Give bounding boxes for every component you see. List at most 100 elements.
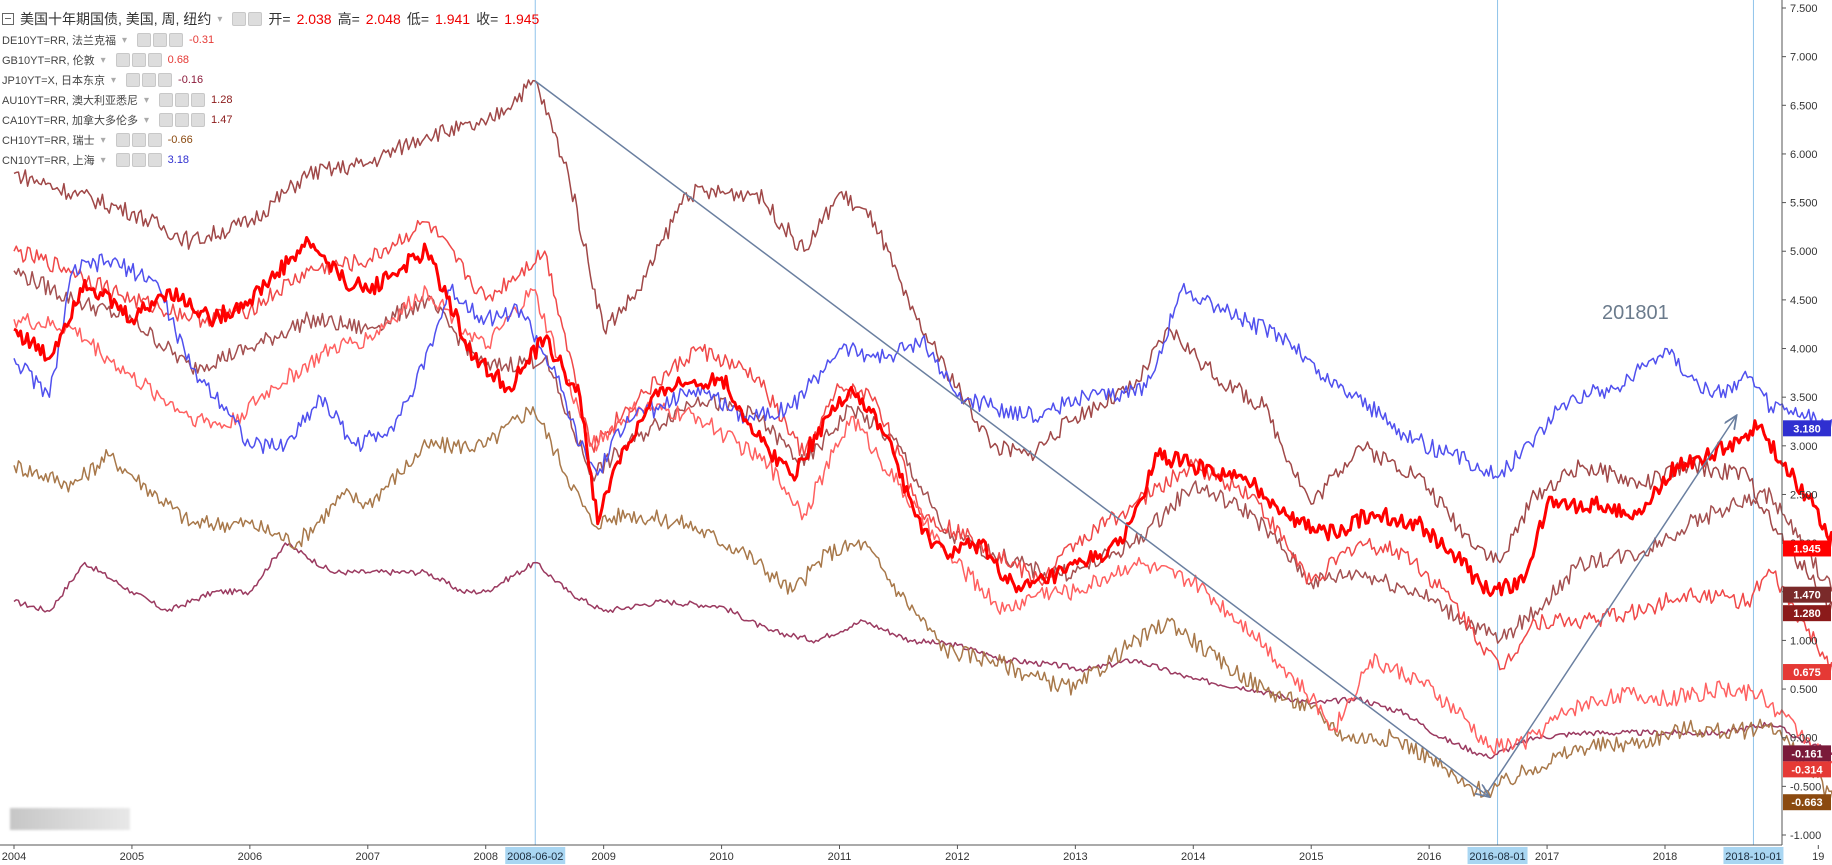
legend-item[interactable]: DE10YT=RR, 法兰克福 ▾ -0.31 — [2, 30, 539, 50]
series-gb — [13, 219, 1832, 672]
close-icon[interactable] — [191, 93, 206, 107]
high-label: 高= — [337, 11, 360, 27]
legend-item-symbol: AU10YT=RR, 澳大利亚悉尼 — [2, 95, 138, 107]
eye-icon[interactable] — [159, 113, 174, 127]
highlight-date-box — [1467, 847, 1528, 864]
series-ch — [13, 406, 1832, 799]
y-tick-label: 1.000 — [1790, 635, 1818, 647]
eye-icon[interactable] — [137, 33, 152, 47]
legend-item-value: -0.66 — [167, 134, 193, 146]
legend-item-value: 3.18 — [167, 154, 190, 166]
settings-icon[interactable] — [142, 73, 157, 87]
last-value-badge — [1783, 794, 1831, 811]
eye-icon[interactable] — [232, 12, 247, 26]
x-tick-label: 2017 — [1535, 851, 1559, 863]
legend-item[interactable]: AU10YT=RR, 澳大利亚悉尼 ▾ 1.28 — [2, 90, 539, 110]
highlight-date-box — [505, 847, 566, 864]
high-value: 2.048 — [365, 11, 401, 27]
settings-icon[interactable] — [175, 93, 190, 107]
chevron-down-icon[interactable]: ▾ — [122, 34, 128, 46]
last-value-badge — [1783, 745, 1831, 762]
series-de — [13, 285, 1832, 766]
y-tick-label: 7.500 — [1790, 3, 1818, 15]
legend-item[interactable]: CA10YT=RR, 加拿大多伦多 ▾ 1.47 — [2, 110, 539, 130]
collapse-icon[interactable] — [2, 13, 14, 25]
close-label: 收= — [476, 11, 499, 27]
close-icon[interactable] — [158, 73, 173, 87]
legend-item-buttons — [159, 93, 206, 107]
legend-item[interactable]: JP10YT=X, 日本东京 ▾ -0.16 — [2, 70, 539, 90]
legend: 美国十年期国债, 美国, 周, 纽约 ▾ 开= 2.038 高= 2.048 低= 1… — [2, 8, 539, 170]
x-tick-label: 2015 — [1299, 851, 1323, 863]
legend-main-row: 美国十年期国债, 美国, 周, 纽约 ▾ 开= 2.038 高= 2.048 低= 1… — [2, 8, 539, 30]
last-value-label: -0.314 — [1791, 764, 1823, 776]
x-tick-label: 2012 — [945, 851, 969, 863]
eye-icon[interactable] — [159, 93, 174, 107]
chevron-down-icon[interactable]: ▾ — [111, 74, 117, 86]
chevron-down-icon[interactable]: ▾ — [100, 134, 106, 146]
close-icon[interactable] — [147, 133, 162, 147]
settings-icon[interactable] — [175, 113, 190, 127]
chevron-down-icon[interactable]: ▾ — [100, 54, 106, 66]
settings-icon[interactable] — [131, 133, 146, 147]
settings-icon[interactable] — [131, 153, 146, 167]
y-tick-label: 6.500 — [1790, 100, 1818, 112]
close-icon[interactable] — [191, 113, 206, 127]
y-tick-label: 5.500 — [1790, 198, 1818, 210]
legend-item[interactable]: GB10YT=RR, 伦敦 ▾ 0.68 — [2, 50, 539, 70]
legend-item-symbol: CH10YT=RR, 瑞士 — [2, 135, 95, 147]
last-value-label: 3.180 — [1793, 423, 1821, 435]
series-us — [13, 236, 1832, 597]
x-tick-label: 2018 — [1653, 851, 1677, 863]
eye-icon[interactable] — [115, 53, 130, 67]
x-tick-label: 2010 — [709, 851, 733, 863]
last-value-badges: 3.180 1.945 1.470 1.280 0.675 -0.161 -0.314 -0.… — [1783, 420, 1831, 811]
legend-item-value: -0.31 — [189, 34, 215, 46]
open-label: 开= — [268, 11, 291, 27]
series-jp — [13, 542, 1832, 760]
last-value-badge — [1783, 761, 1831, 778]
legend-item-symbol: JP10YT=X, 日本东京 — [2, 75, 106, 87]
legend-item-buttons — [126, 73, 173, 87]
legend-item-value: -0.16 — [178, 74, 204, 86]
last-value-badge — [1783, 586, 1831, 603]
eye-icon[interactable] — [126, 73, 141, 87]
close-icon[interactable] — [169, 33, 184, 47]
legend-item[interactable]: CN10YT=RR, 上海 ▾ 3.18 — [2, 150, 539, 170]
y-tick-label: 4.500 — [1790, 295, 1818, 307]
x-tick-label: 19 — [1812, 851, 1824, 863]
chevron-down-icon[interactable]: ▾ — [100, 154, 106, 166]
last-value-badge — [1783, 664, 1831, 681]
highlight-date-box — [1723, 847, 1784, 864]
y-tick-label: 3.000 — [1790, 441, 1818, 453]
x-tick-label: 2016 — [1417, 851, 1441, 863]
chevron-down-icon[interactable]: ▾ — [217, 13, 223, 25]
x-tick-label: 2011 — [828, 851, 852, 863]
eye-icon[interactable] — [115, 133, 130, 147]
close-icon[interactable] — [147, 153, 162, 167]
legend-item-buttons — [115, 153, 162, 167]
legend-item[interactable]: CH10YT=RR, 瑞士 ▾ -0.66 — [2, 130, 539, 150]
settings-icon[interactable] — [248, 12, 263, 26]
chevron-down-icon[interactable]: ▾ — [144, 114, 150, 126]
settings-icon[interactable] — [131, 53, 146, 67]
y-tick-label: 0.000 — [1790, 733, 1818, 745]
y-tick-label: 0.500 — [1790, 684, 1818, 696]
chevron-down-icon[interactable]: ▾ — [144, 94, 150, 106]
last-value-badge — [1783, 420, 1831, 437]
close-icon[interactable] — [147, 53, 162, 67]
eye-icon[interactable] — [115, 153, 130, 167]
legend-item-buttons — [137, 33, 184, 47]
y-tick-label: 2.500 — [1790, 489, 1818, 501]
y-tick-label: 4.000 — [1790, 344, 1818, 356]
trend-arrows — [534, 80, 1736, 796]
last-value-label: 0.675 — [1793, 667, 1821, 679]
settings-icon[interactable] — [153, 33, 168, 47]
series-layer — [13, 79, 1832, 799]
series-cn — [13, 253, 1832, 480]
last-value-label: 1.280 — [1793, 608, 1821, 620]
legend-item-buttons — [159, 113, 206, 127]
close-value: 1.945 — [504, 11, 540, 27]
highlight-date-label: 2018-10-01 — [1725, 851, 1781, 863]
